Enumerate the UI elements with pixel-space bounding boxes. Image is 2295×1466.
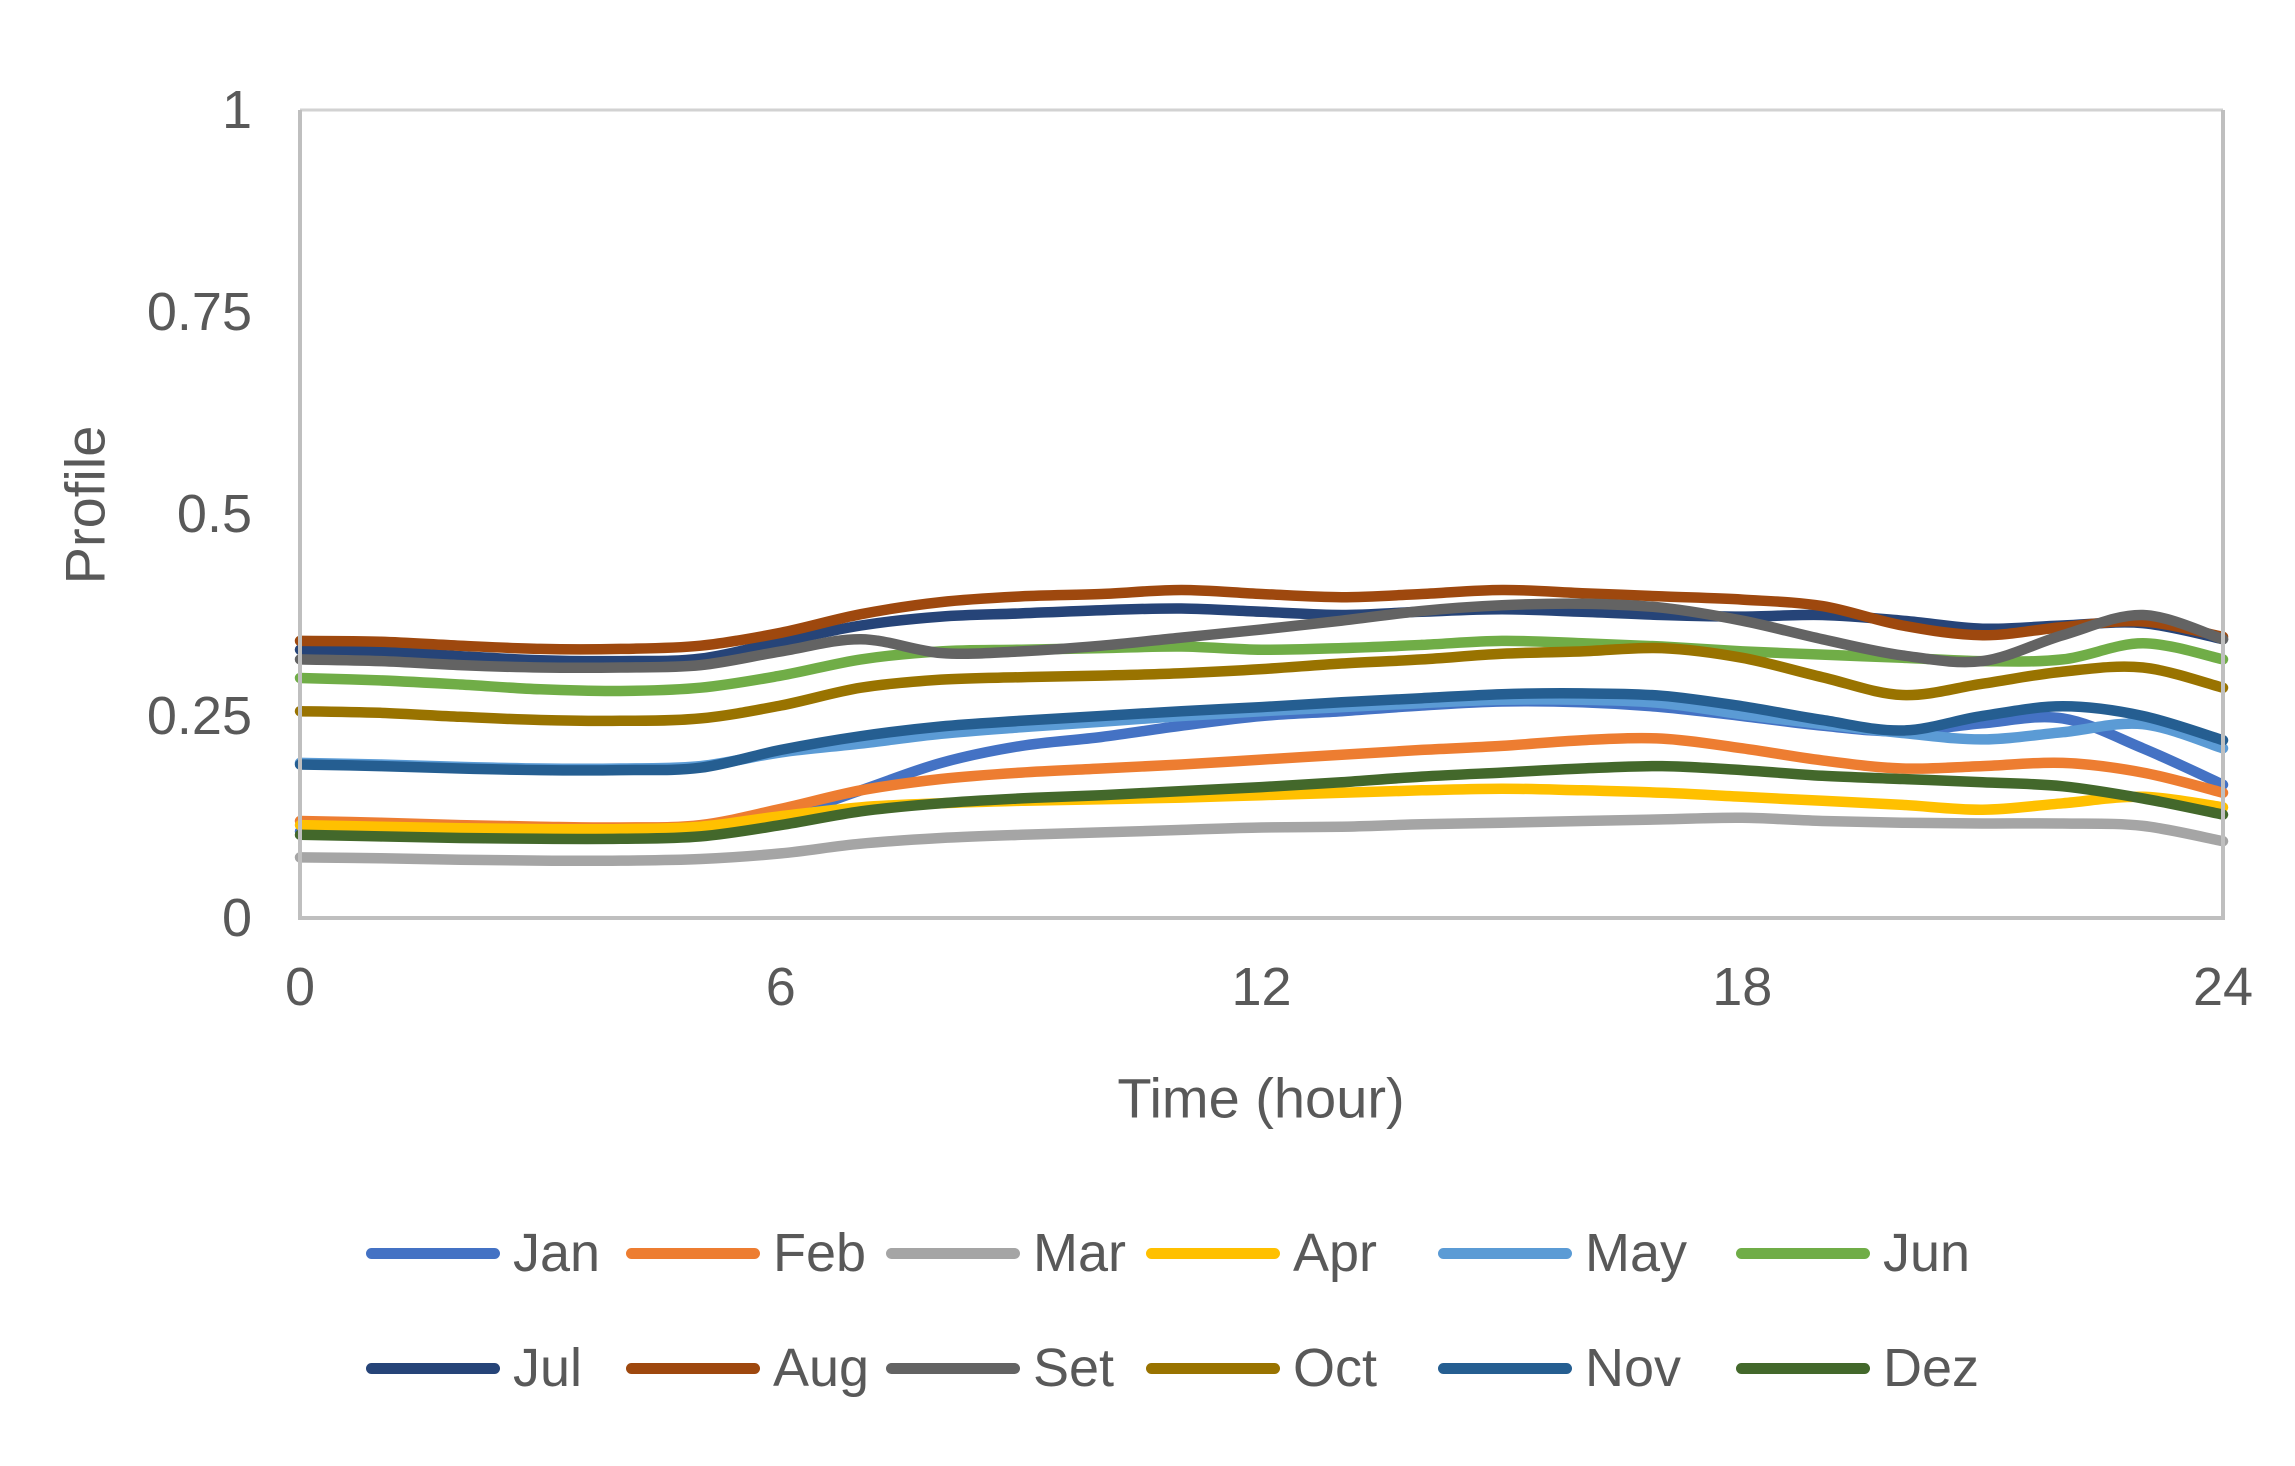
legend-label-aug: Aug [773,1338,870,1398]
legend-swatch-aug [626,1362,760,1374]
x-tick-label-12: 12 [1231,957,1292,1017]
series-line-aug [294,584,2229,655]
legend-label-oct: Oct [1293,1338,1378,1398]
y-tick-label-0.25: 0.25 [146,686,252,746]
legend-swatch-nov [1438,1362,1572,1374]
series-line-oct [294,642,2229,727]
y-tick-label-0.5: 0.5 [176,484,252,544]
legend-label-nov: Nov [1585,1338,1682,1398]
legend-swatch-may [1438,1247,1572,1259]
legend-item-apr: Apr [1146,1226,1377,1280]
x-tick-label-24: 24 [2192,957,2254,1017]
legend-item-jan: Jan [366,1226,600,1280]
y-tick-label-0: 0 [221,888,252,948]
legend-label-jul: Jul [513,1338,583,1398]
legend-label-feb: Feb [773,1223,867,1283]
legend-swatch-set [886,1362,1020,1374]
y-tick-label-0.75: 0.75 [146,282,252,342]
legend-item-jul: Jul [366,1341,582,1395]
series-line-nov [294,688,2229,776]
legend-item-jun: Jun [1736,1226,1970,1280]
legend-item-mar: Mar [886,1226,1126,1280]
x-tick-label-18: 18 [1712,957,1773,1017]
legend-item-set: Set [886,1341,1114,1395]
series-line-set [294,598,2229,674]
legend-item-feb: Feb [626,1226,866,1280]
legend-item-may: May [1438,1226,1687,1280]
series-line-apr [294,783,2229,835]
legend-label-jan: Jan [513,1223,601,1283]
legend-item-aug: Aug [626,1341,869,1395]
legend-swatch-feb [626,1247,760,1259]
x-axis-title: Time (hour) [1117,1066,1405,1130]
x-tick-label-6: 6 [765,957,796,1017]
series-line-mar [294,812,2229,867]
legend-label-dez: Dez [1883,1338,1980,1398]
legend-swatch-oct [1146,1362,1280,1374]
x-tick-label-0: 0 [284,957,316,1017]
legend-item-nov: Nov [1438,1341,1681,1395]
legend-label-apr: Apr [1293,1223,1378,1283]
legend-item-dez: Dez [1736,1341,1979,1395]
series-line-dez [294,760,2229,845]
legend-label-may: May [1585,1223,1688,1283]
legend-swatch-jun [1736,1247,1870,1259]
legend-label-set: Set [1033,1338,1115,1398]
legend-swatch-apr [1146,1247,1280,1259]
legend-label-mar: Mar [1033,1223,1126,1283]
legend-item-oct: Oct [1146,1341,1377,1395]
legend-label-jun: Jun [1883,1223,1971,1283]
legend-swatch-jul [366,1362,500,1374]
y-tick-label-1: 1 [221,80,252,140]
legend-swatch-dez [1736,1362,1870,1374]
legend-swatch-mar [886,1247,1020,1259]
legend-swatch-jan [366,1247,500,1259]
